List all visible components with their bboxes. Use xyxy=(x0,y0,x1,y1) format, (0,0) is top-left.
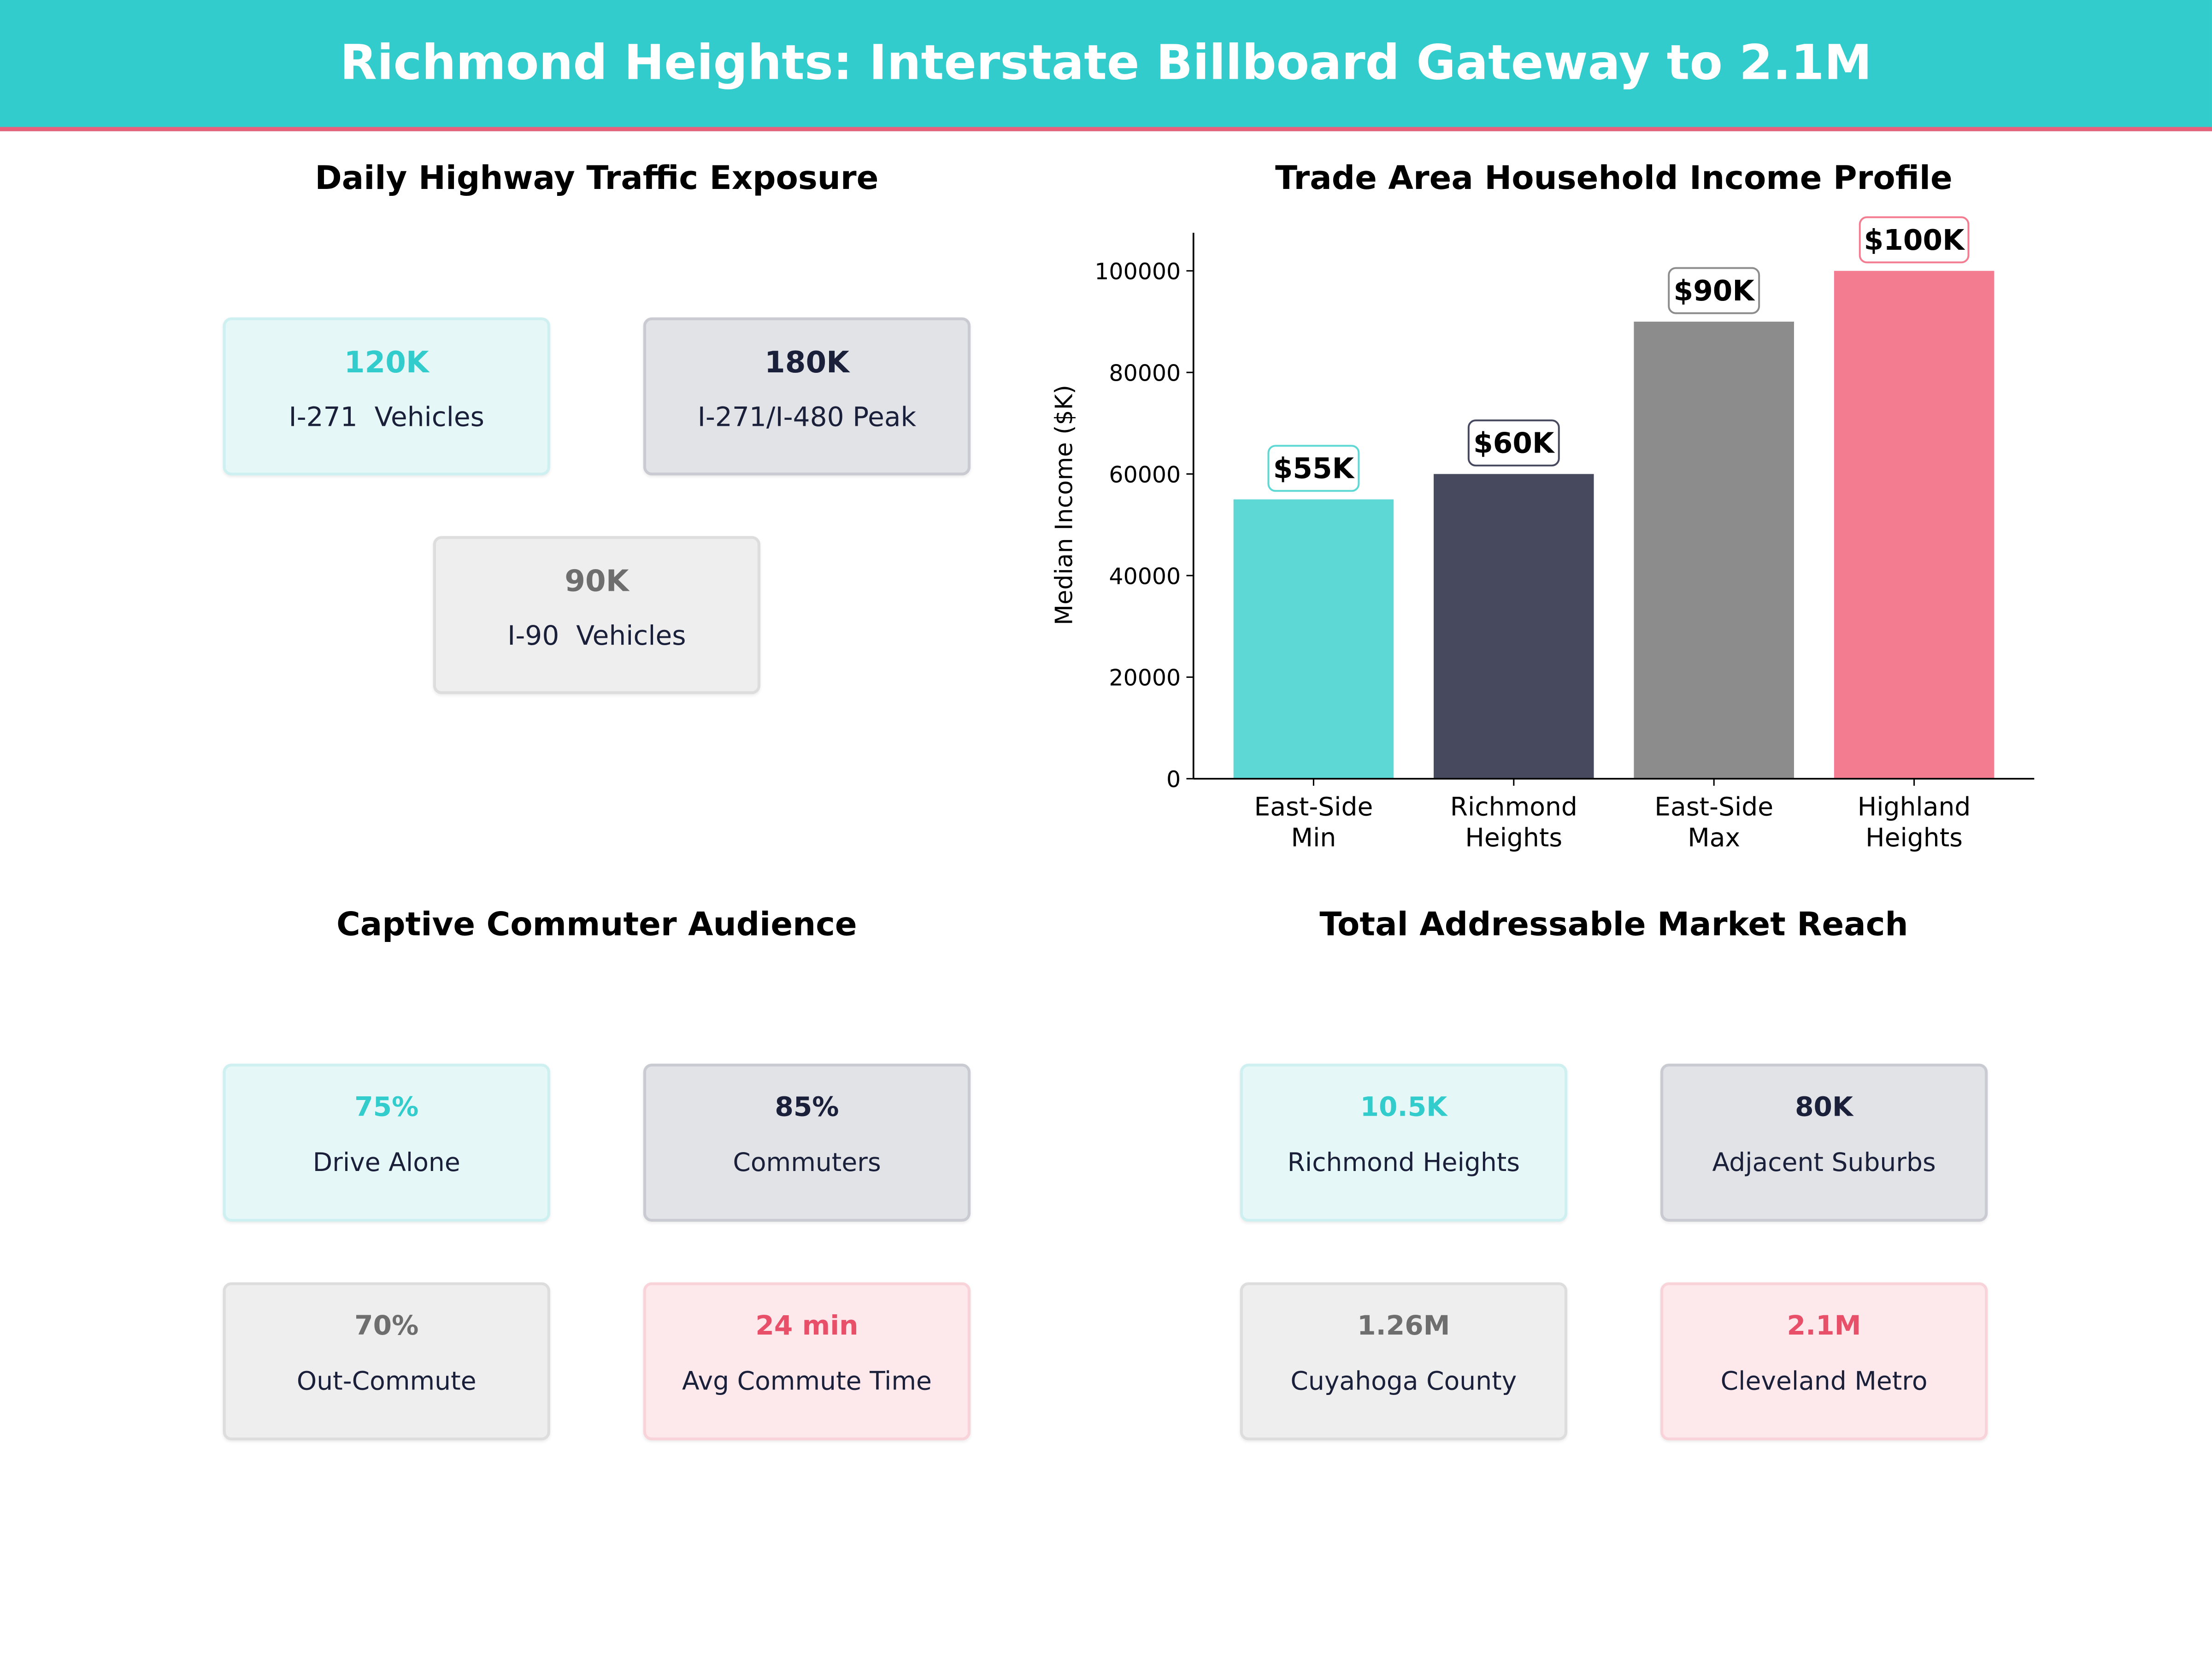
kpi-card-cuyahoga-county: 1.26M Cuyahoga County xyxy=(1240,1282,1567,1441)
kpi-card-drive-alone: 75% Drive Alone xyxy=(223,1064,550,1222)
kpi-card-richmond-heights: 10.5K Richmond Heights xyxy=(1240,1064,1567,1222)
kpi-value: 120K xyxy=(344,345,429,380)
data-label-box xyxy=(1668,267,1760,314)
kpi-label: Cuyahoga County xyxy=(1290,1367,1517,1397)
kpi-label: Cleveland Metro xyxy=(1720,1367,1928,1397)
kpi-label: I-271 Vehicles xyxy=(288,402,484,433)
y-axis-label: Median Income ($K) xyxy=(1051,385,1078,625)
kpi-value: 75% xyxy=(354,1092,419,1123)
kpi-label: Drive Alone xyxy=(312,1148,460,1178)
x-tick-label: Min xyxy=(1291,823,1336,853)
kpi-card-out-commute: 70% Out-Commute xyxy=(223,1282,550,1441)
kpi-label: Adjacent Suburbs xyxy=(1712,1148,1936,1178)
x-tick-label: East-Side xyxy=(1654,792,1773,821)
bar xyxy=(1434,474,1594,779)
data-label: $55K xyxy=(1273,453,1355,485)
income-chart-title: Trade Area Household Income Profile xyxy=(1275,160,1953,198)
y-tick-label: 0 xyxy=(1166,766,1181,793)
data-label: $90K xyxy=(1674,275,1756,307)
kpi-card-commuters: 85% Commuters xyxy=(643,1064,971,1222)
page-title: Richmond Heights: Interstate Billboard G… xyxy=(340,35,1872,92)
kpi-value: 80K xyxy=(1795,1092,1853,1123)
bar xyxy=(1634,321,1794,779)
market-panel-title: Total Addressable Market Reach xyxy=(1319,907,1908,944)
kpi-label: I-271/I-480 Peak xyxy=(697,402,917,433)
y-tick-label: 20000 xyxy=(1109,665,1181,691)
kpi-card-i271-i480: 180K I-271/I-480 Peak xyxy=(643,317,971,476)
kpi-card-i271: 120K I-271 Vehicles xyxy=(223,317,550,476)
x-tick-label: Richmond xyxy=(1450,792,1577,821)
x-tick-label: East-Side xyxy=(1254,792,1373,821)
kpi-label: I-90 Vehicles xyxy=(507,620,686,652)
x-tick-label: Max xyxy=(1688,823,1740,853)
kpi-card-cleveland-metro: 2.1M Cleveland Metro xyxy=(1660,1282,1988,1441)
kpi-card-commute-time: 24 min Avg Commute Time xyxy=(643,1282,971,1441)
data-label-box xyxy=(1267,445,1360,492)
data-label-box xyxy=(1467,419,1560,467)
y-tick-label: 100000 xyxy=(1094,259,1181,285)
y-tick-label: 80000 xyxy=(1109,360,1181,387)
kpi-label: Commuters xyxy=(733,1148,881,1178)
data-label-box xyxy=(1859,216,1970,264)
kpi-card-adjacent-suburbs: 80K Adjacent Suburbs xyxy=(1660,1064,1988,1222)
data-label: $60K xyxy=(1473,427,1555,460)
kpi-value: 70% xyxy=(354,1310,419,1342)
data-label: $100K xyxy=(1864,224,1965,257)
kpi-label: Out-Commute xyxy=(296,1367,477,1397)
kpi-value: 90K xyxy=(565,564,629,598)
bar xyxy=(1834,271,1994,779)
commuter-panel-title: Captive Commuter Audience xyxy=(336,907,857,944)
header-banner: Richmond Heights: Interstate Billboard G… xyxy=(0,0,2212,131)
kpi-label: Avg Commute Time xyxy=(682,1367,932,1397)
kpi-value: 2.1M xyxy=(1787,1310,1861,1342)
x-tick-label: Heights xyxy=(1865,823,1963,853)
kpi-value: 1.26M xyxy=(1357,1310,1450,1342)
kpi-label: Richmond Heights xyxy=(1287,1148,1520,1178)
x-tick-label: Heights xyxy=(1465,823,1562,853)
kpi-card-i90: 90K I-90 Vehicles xyxy=(433,536,760,694)
bar xyxy=(1233,499,1394,779)
kpi-value: 10.5K xyxy=(1360,1092,1447,1123)
traffic-panel-title: Daily Highway Traffic Exposure xyxy=(315,160,879,198)
y-tick-label: 60000 xyxy=(1109,462,1181,488)
kpi-value: 180K xyxy=(764,345,849,380)
kpi-value: 85% xyxy=(775,1092,839,1123)
x-tick-label: Highland xyxy=(1858,792,1971,821)
kpi-value: 24 min xyxy=(755,1310,859,1342)
y-tick-label: 40000 xyxy=(1109,563,1181,589)
